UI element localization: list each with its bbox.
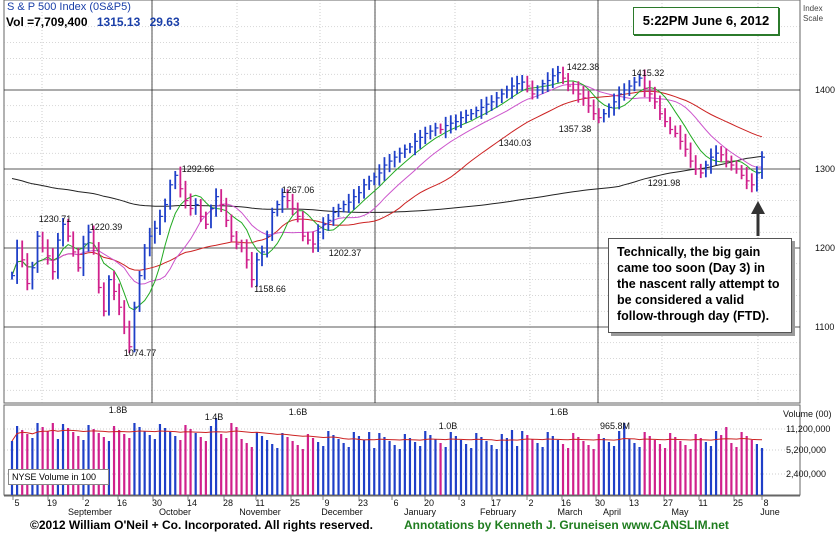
month-label: February (480, 507, 517, 517)
x-tick-label: 16 (117, 498, 127, 508)
change-value: 29.63 (149, 15, 180, 29)
x-tick-label: 11 (255, 498, 264, 508)
index-scale-label: Index Scale (803, 4, 823, 24)
x-tick-label: 2 (528, 498, 533, 508)
y-tick-label: 1400 (815, 85, 835, 95)
month-label: December (321, 507, 363, 517)
month-label: June (760, 507, 780, 517)
price-annotation: 1230.71 (39, 214, 72, 224)
month-label: April (603, 507, 621, 517)
volume-annotation: 1.6B (550, 407, 569, 417)
y-tick-label: 1100 (815, 322, 834, 332)
price-annotation: 1202.37 (329, 248, 362, 258)
volume-tick-label: 11,200,000 (786, 424, 830, 434)
x-tick-label: 6 (393, 498, 398, 508)
month-label: May (671, 507, 689, 517)
annotation-credit: Annotations by Kenneth J. Gruneisen www.… (404, 518, 729, 532)
month-label: October (159, 507, 191, 517)
volume-annotation: 1.6B (289, 407, 308, 417)
volume-annotation: 965.8M (600, 421, 630, 431)
price-annotation: 1292.66 (182, 164, 215, 174)
x-tick-label: 11 (698, 498, 707, 508)
x-tick-label: 25 (733, 498, 743, 508)
ma-200-line (11, 155, 763, 213)
x-tick-label: 13 (629, 498, 639, 508)
price-value: 1315.13 (96, 15, 141, 29)
volume-annotation: 1.8B (109, 405, 128, 415)
x-tick-label: 28 (223, 498, 233, 508)
price-annotation: 1267.06 (282, 185, 315, 195)
x-tick-label: 8 (763, 498, 768, 508)
x-tick-label: 3 (460, 498, 465, 508)
price-annotation: 1291.98 (648, 178, 681, 188)
volume-readout: Vol =7,709,400 1315.13 29.63 (6, 15, 180, 29)
volume-annotation: 1.4B (205, 412, 224, 422)
volume-axis-title: Volume (00) (783, 409, 832, 419)
x-tick-label: 5 (14, 498, 19, 508)
x-tick-label: 17 (491, 498, 501, 508)
index-title: S & P 500 Index (0S&P5) (7, 1, 131, 13)
price-annotation: 1074.77 (124, 348, 157, 358)
x-tick-label: 16 (561, 498, 571, 508)
price-annotation: 1220.39 (90, 222, 123, 232)
volume-ma-line (11, 429, 763, 442)
nyse-volume-label: NYSE Volume in 100 (8, 469, 109, 485)
x-tick-label: 19 (47, 498, 57, 508)
price-annotation: 1415.32 (632, 68, 665, 78)
timestamp-box: 5:22PM June 6, 2012 (633, 7, 779, 35)
volume-tick-label: 2,400,000 (786, 469, 826, 479)
ma-21-line (11, 83, 763, 285)
price-annotation: 1422.38 (567, 62, 600, 72)
volume-annotation: 1.0B (439, 421, 458, 431)
price-annotation: 1158.66 (254, 284, 286, 294)
volume-value: Vol =7,709,400 (6, 15, 88, 29)
month-label: November (239, 507, 281, 517)
month-label: January (404, 507, 437, 517)
month-label: September (68, 507, 112, 517)
x-tick-label: 20 (424, 498, 434, 508)
arrow-icon (751, 201, 765, 236)
footer: ©2012 William O'Neil + Co. Incorporated.… (0, 516, 840, 535)
y-tick-label: 1300 (815, 164, 835, 174)
copyright-text: ©2012 William O'Neil + Co. Incorporated.… (30, 518, 373, 532)
price-annotation: 1357.38 (559, 124, 592, 134)
scale-label-line2: Scale (803, 14, 824, 23)
y-tick-label: 1200 (815, 243, 835, 253)
x-tick-label: 2 (84, 498, 89, 508)
x-tick-label: 23 (358, 498, 368, 508)
volume-tick-label: 5,200,000 (786, 445, 826, 455)
x-tick-label: 30 (152, 498, 162, 508)
x-tick-label: 30 (595, 498, 605, 508)
month-label: March (557, 507, 582, 517)
price-panel (3, 0, 801, 404)
x-tick-label: 9 (324, 498, 329, 508)
annotation-note: Technically, the big gain came too soon … (608, 238, 792, 333)
x-tick-label: 25 (290, 498, 300, 508)
price-annotation: 1340.03 (499, 138, 532, 148)
scale-label-line1: Index (803, 4, 823, 13)
ma-50-line (11, 90, 763, 276)
x-tick-label: 27 (663, 498, 673, 508)
x-tick-label: 14 (187, 498, 197, 508)
